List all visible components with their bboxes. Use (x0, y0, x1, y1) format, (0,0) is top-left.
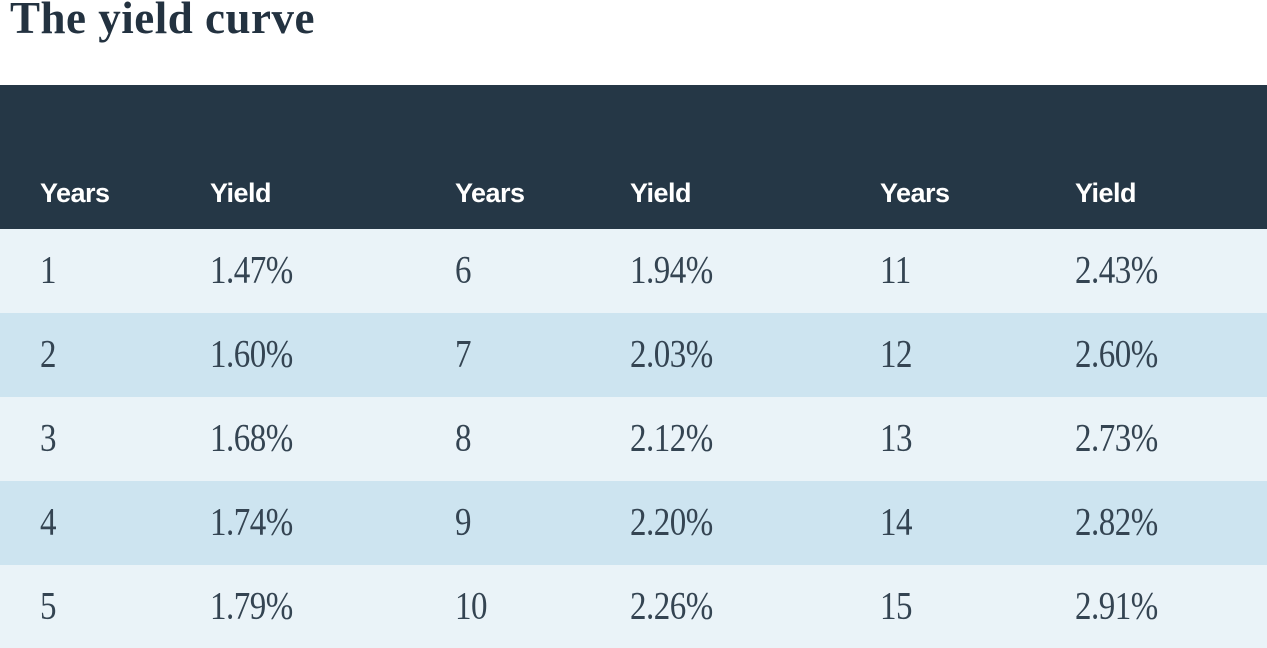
cell-value: 6 (455, 249, 472, 292)
years-cell: 11 (840, 249, 1035, 291)
cell-value: 15 (880, 585, 913, 628)
years-cell: 1 (0, 249, 170, 291)
years-cell: 12 (840, 333, 1035, 375)
yield-cell: 1.79% (170, 585, 415, 627)
column-header-yield-1: Yield (210, 178, 272, 208)
cell-value: 2 (40, 333, 57, 376)
cell-value: 1.94% (630, 249, 713, 292)
cell-value: 2.12% (630, 417, 713, 460)
cell-value: 2.03% (630, 333, 713, 376)
table-body: 1 1.47% 6 1.94% 11 2.43% 2 1.60% 7 2.03% 12 2.60% 3 1… (0, 229, 1267, 648)
cell-value: 1.74% (210, 501, 293, 544)
yield-cell: 1.94% (590, 249, 840, 291)
page-title: The yield curve (10, 0, 315, 43)
yield-cell: 1.68% (170, 417, 415, 459)
years-cell: 2 (0, 333, 170, 375)
yield-curve-table: Years Yield Years Yield Years Yield 1 1.4… (0, 85, 1267, 648)
yield-cell: 2.20% (590, 501, 840, 543)
yield-cell: 2.82% (1035, 501, 1267, 543)
column-header-years-1: Years (40, 178, 110, 208)
cell-value: 1.47% (210, 249, 293, 292)
table-row: 1 1.47% 6 1.94% 11 2.43% (0, 229, 1267, 313)
cell-value: 10 (455, 585, 488, 628)
cell-value: 3 (40, 417, 57, 460)
cell-value: 2.82% (1075, 501, 1158, 544)
column-header-years-3: Years (880, 178, 950, 208)
yield-cell: 2.03% (590, 333, 840, 375)
years-cell: 6 (415, 249, 590, 291)
yield-cell: 2.60% (1035, 333, 1267, 375)
table-row: 3 1.68% 8 2.12% 13 2.73% (0, 397, 1267, 481)
cell-value: 14 (880, 501, 913, 544)
table-row: 2 1.60% 7 2.03% 12 2.60% (0, 313, 1267, 397)
cell-value: 13 (880, 417, 913, 460)
cell-value: 2.73% (1075, 417, 1158, 460)
cell-value: 5 (40, 585, 57, 628)
yield-cell: 1.47% (170, 249, 415, 291)
yield-cell: 2.26% (590, 585, 840, 627)
years-cell: 8 (415, 417, 590, 459)
years-cell: 9 (415, 501, 590, 543)
years-cell: 13 (840, 417, 1035, 459)
yield-cell: 1.60% (170, 333, 415, 375)
cell-value: 11 (880, 249, 911, 292)
yield-cell: 2.43% (1035, 249, 1267, 291)
cell-value: 2.60% (1075, 333, 1158, 376)
table-header-row: Years Yield Years Yield Years Yield (0, 85, 1267, 229)
cell-value: 1.79% (210, 585, 293, 628)
cell-value: 7 (455, 333, 472, 376)
column-header-years-2: Years (455, 178, 525, 208)
yield-cell: 2.91% (1035, 585, 1267, 627)
years-cell: 7 (415, 333, 590, 375)
yield-cell: 2.73% (1035, 417, 1267, 459)
yield-cell: 1.74% (170, 501, 415, 543)
column-header-yield-2: Yield (630, 178, 692, 208)
table-row: 5 1.79% 10 2.26% 15 2.91% (0, 565, 1267, 648)
years-cell: 10 (415, 585, 590, 627)
cell-value: 1.68% (210, 417, 293, 460)
cell-value: 8 (455, 417, 472, 460)
column-header-yield-3: Yield (1075, 178, 1137, 208)
cell-value: 2.43% (1075, 249, 1158, 292)
cell-value: 9 (455, 501, 472, 544)
cell-value: 1.60% (210, 333, 293, 376)
cell-value: 2.91% (1075, 585, 1158, 628)
years-cell: 4 (0, 501, 170, 543)
cell-value: 4 (40, 501, 57, 544)
years-cell: 3 (0, 417, 170, 459)
cell-value: 2.20% (630, 501, 713, 544)
years-cell: 14 (840, 501, 1035, 543)
years-cell: 5 (0, 585, 170, 627)
table-row: 4 1.74% 9 2.20% 14 2.82% (0, 481, 1267, 565)
yield-cell: 2.12% (590, 417, 840, 459)
years-cell: 15 (840, 585, 1035, 627)
cell-value: 1 (40, 249, 57, 292)
cell-value: 12 (880, 333, 913, 376)
cell-value: 2.26% (630, 585, 713, 628)
